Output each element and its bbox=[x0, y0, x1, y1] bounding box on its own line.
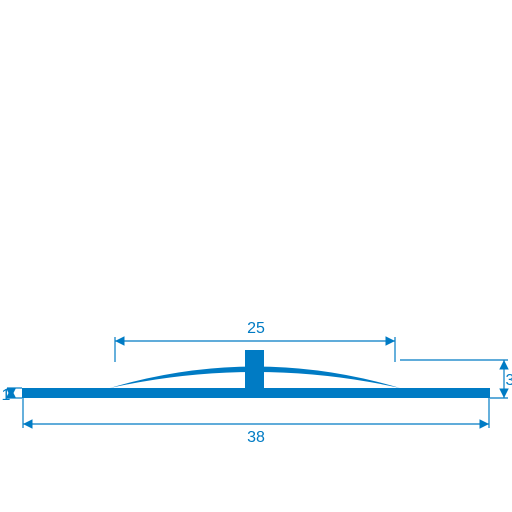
dimension-label-right: 3 bbox=[506, 372, 512, 390]
dimension-label-bottom: 38 bbox=[247, 429, 265, 447]
diagram-canvas: 25 38 3 1 bbox=[0, 0, 512, 512]
dimension-label-top: 25 bbox=[247, 320, 265, 338]
dimension-label-left: 1 bbox=[2, 387, 11, 405]
